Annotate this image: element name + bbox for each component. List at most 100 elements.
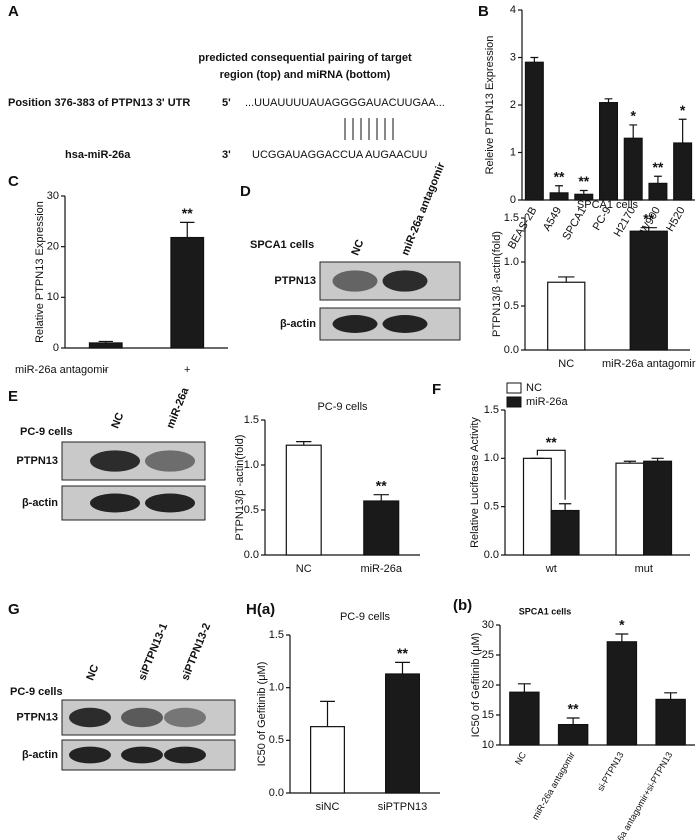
error-bar bbox=[651, 457, 664, 462]
blot-band bbox=[90, 493, 140, 513]
x-tick-label: NC bbox=[558, 358, 574, 370]
y-tick-label: 0 bbox=[510, 194, 516, 206]
error-bar bbox=[320, 700, 335, 727]
bar bbox=[310, 726, 345, 794]
y-tick-label: 20 bbox=[482, 679, 494, 691]
legend-swatch bbox=[506, 382, 522, 394]
bar bbox=[629, 230, 668, 351]
bar bbox=[655, 698, 686, 746]
blot-row-label: β-actin bbox=[22, 497, 58, 509]
bar bbox=[509, 691, 540, 746]
significance-label: ** bbox=[376, 477, 387, 493]
sequence-caption: predicted consequential pairing of targe… bbox=[198, 52, 412, 64]
y-tick-label: 0.5 bbox=[269, 734, 284, 746]
y-tick-label: 0.5 bbox=[244, 504, 259, 516]
blot-lane: NC bbox=[349, 238, 366, 257]
x-tick-label: siPTPN13 bbox=[378, 801, 428, 813]
error-bar bbox=[654, 175, 662, 184]
bar bbox=[385, 673, 420, 794]
error-bar bbox=[559, 503, 572, 511]
bar bbox=[363, 500, 400, 556]
y-axis-label: IC50 of Gefitinib (μM) bbox=[470, 633, 482, 738]
bar bbox=[549, 192, 569, 201]
error-bar bbox=[640, 227, 657, 232]
y-axis-label: Relative PTPN13 Expression bbox=[34, 201, 46, 343]
y-tick-label: 0.0 bbox=[269, 787, 284, 799]
bar bbox=[599, 102, 618, 201]
error-bar bbox=[579, 189, 588, 195]
error-bar bbox=[558, 276, 575, 283]
y-tick-label: 0.0 bbox=[244, 549, 259, 561]
y-tick-label: 1.5 bbox=[484, 404, 499, 416]
bar bbox=[643, 460, 673, 556]
y-tick-label: 4 bbox=[510, 4, 516, 16]
y-tick-label: 1.0 bbox=[504, 256, 519, 268]
x-tick-label: NC bbox=[296, 563, 312, 575]
significance-label: * bbox=[630, 108, 636, 124]
y-tick-label: 15 bbox=[482, 709, 494, 721]
x-tick-label: siNC bbox=[316, 801, 340, 813]
panel-label: H(a) bbox=[246, 601, 275, 618]
y-tick-label: 30 bbox=[482, 619, 494, 631]
blot-band bbox=[332, 270, 378, 292]
blot-band bbox=[145, 493, 195, 513]
bar bbox=[88, 342, 123, 349]
significance-label: ** bbox=[578, 173, 589, 189]
x-tick-label: mut bbox=[635, 563, 653, 575]
chart-title: SPCA1 cells bbox=[577, 199, 639, 211]
error-bar bbox=[395, 661, 410, 674]
panel-label: (b) bbox=[453, 597, 472, 614]
blot-band bbox=[164, 746, 206, 764]
significance-label: ** bbox=[182, 205, 193, 221]
significance-label: ** bbox=[554, 168, 565, 184]
y-tick-label: 0 bbox=[53, 342, 59, 354]
chart-title: PC-9 cells bbox=[340, 611, 391, 623]
chart-title: SPCA1 cells bbox=[519, 606, 572, 616]
blot-band bbox=[382, 270, 428, 292]
blot-lane: NC bbox=[109, 411, 126, 430]
x-tick-label: miR-26a bbox=[360, 563, 402, 575]
y-tick-label: 3 bbox=[510, 51, 516, 63]
blot-cells: SPCA1 cells bbox=[250, 239, 314, 251]
blot-row-label: β-actin bbox=[22, 749, 58, 761]
y-tick-label: 20 bbox=[47, 241, 59, 253]
error-bar bbox=[373, 494, 389, 501]
significance-label: ** bbox=[643, 210, 654, 226]
error-bar bbox=[615, 633, 629, 642]
bar bbox=[615, 462, 645, 556]
panel-label: D bbox=[240, 183, 251, 200]
x-tick-label: miR-26a antagomir bbox=[602, 358, 696, 370]
y-tick-label: 1.0 bbox=[244, 459, 259, 471]
error-bar bbox=[629, 124, 638, 139]
target-seq: ...UUAUUUUAUAGGGGAUACUUGAA... bbox=[245, 97, 445, 109]
error-bar bbox=[664, 692, 678, 700]
mirna-name: hsa-miR-26a bbox=[65, 149, 131, 161]
blot-row-label: PTPN13 bbox=[16, 455, 58, 467]
blot-cells: PC-9 cells bbox=[10, 686, 63, 698]
bar bbox=[522, 457, 552, 556]
significance-bracket bbox=[536, 449, 566, 500]
bar bbox=[550, 509, 580, 556]
mirna-end: 3' bbox=[222, 149, 231, 161]
blot-band bbox=[90, 450, 140, 472]
blot-band bbox=[121, 707, 163, 728]
panel-label: G bbox=[8, 601, 20, 618]
y-tick-label: 30 bbox=[47, 190, 59, 202]
error-bar bbox=[678, 118, 687, 143]
error-bar bbox=[98, 340, 113, 343]
bar bbox=[557, 723, 589, 746]
error-bar bbox=[555, 185, 563, 193]
y-tick-label: 1.5 bbox=[244, 414, 259, 426]
significance-label: ** bbox=[568, 701, 579, 717]
y-tick-label: 2 bbox=[510, 99, 516, 111]
pairing-lines bbox=[344, 118, 394, 140]
legend-label: NC bbox=[526, 382, 542, 394]
y-axis-label: PTPN13/β -actin(fold) bbox=[234, 435, 246, 541]
blot-band bbox=[164, 707, 206, 728]
y-tick-label: 1 bbox=[510, 146, 516, 158]
bar bbox=[285, 444, 322, 556]
x-tick-label: - bbox=[104, 364, 108, 376]
panel-label: C bbox=[8, 173, 19, 190]
blot-band bbox=[69, 746, 111, 764]
